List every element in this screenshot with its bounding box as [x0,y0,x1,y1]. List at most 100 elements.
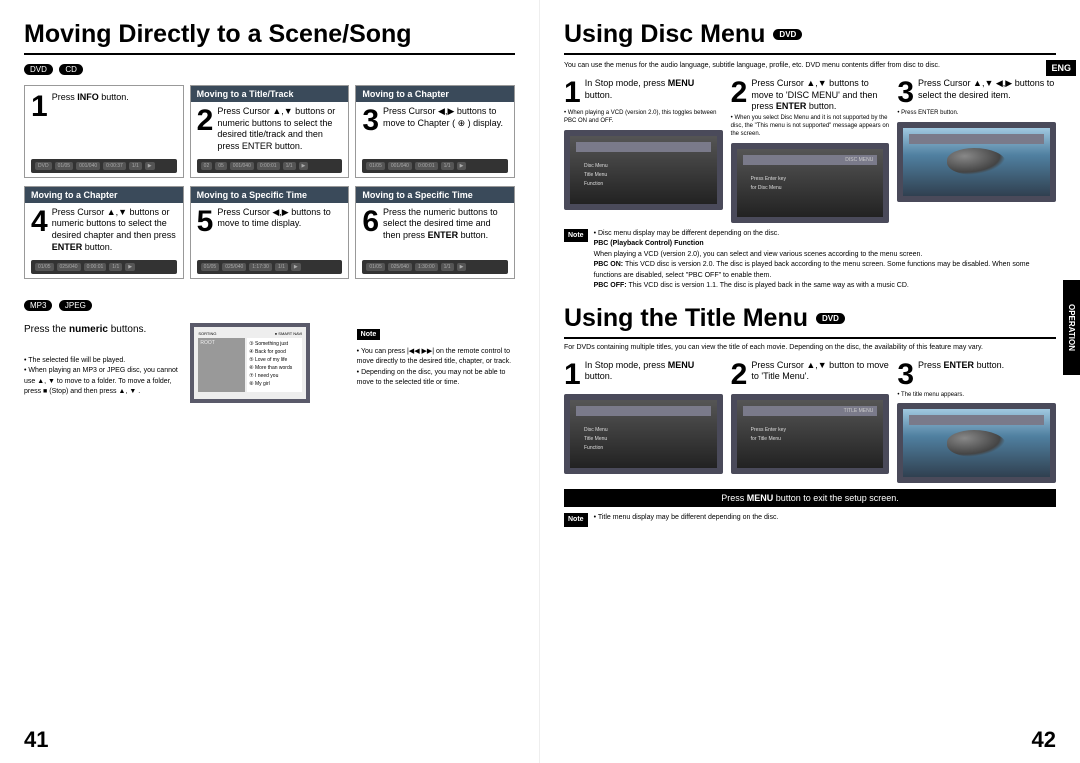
info-bar-5: 01/05025/0401:17:301/1▶ [197,260,343,274]
file-window-col: SORTING● SMART NAVI ROOT ③ Something jus… [190,323,348,403]
exit-instruction-bar: Press MENU button to exit the setup scre… [564,489,1056,507]
bottom-row: Press the numeric buttons. • The selecte… [24,323,515,403]
disc-screen-1: Disc MenuTitle MenuFunction [564,130,723,210]
title-note-text: • Title menu display may be different de… [594,513,779,524]
step-4-header: Moving to a Chapter [25,187,183,203]
title-step-1: 1 In Stop mode, press MENU button. Disc … [564,360,723,484]
disc-step-2: 2 Press Cursor ▲,▼ buttons to move to 'D… [731,78,890,222]
title-screen-1: Disc MenuTitle MenuFunction [564,394,723,474]
disc-step-2-text: Press Cursor ▲,▼ buttons to move to 'DIS… [751,78,889,113]
language-badge: ENG [1046,60,1076,76]
step-2-header: Moving to a Title/Track [191,86,349,102]
step-6: Moving to a Specific Time 6 Press the nu… [355,186,515,279]
disc-step-1-num: 1 [564,78,581,108]
badge-cd: CD [59,64,83,75]
disc-step-3-tiny: • Press ENTER button. [897,110,1056,118]
disc-step-2-num: 2 [731,78,748,108]
file-browser-window: SORTING● SMART NAVI ROOT ③ Something jus… [190,323,310,403]
note-item-1: • You can press |◀◀ ▶▶| on the remote co… [357,347,515,368]
disc-step-1-tiny: • When playing a VCD (version 2.0), this… [564,110,723,126]
step-1-text: Press INFO button. [52,92,177,104]
disc-menu-sub: You can use the menus for the audio lang… [564,61,1056,70]
disc-screen-3 [897,122,1056,202]
file-list-pane: ③ Something just ④ Back for good ⑤ Love … [247,338,302,392]
step-4-num: 4 [31,207,48,237]
disc-screen-2: DISC MENU Press Enter keyfor Disc Menu [731,143,890,223]
badge-jpeg: JPEG [59,300,92,311]
page-number-left: 41 [24,727,48,753]
step-1-num: 1 [31,92,48,122]
folder-pane: ROOT [198,338,245,392]
numeric-instruction: Press the numeric buttons. [24,323,182,336]
title-note-box: Note • Title menu display may be differe… [564,513,1056,527]
step-4-text: Press Cursor ▲,▼ buttons or numeric butt… [52,207,177,254]
info-bar-6: 01/05025/0401:30:001/1▶ [362,260,508,274]
info-bar-2: 0205001/0400:00:011/1▶ [197,159,343,173]
step-5-num: 5 [197,207,214,237]
step-3-num: 3 [362,106,379,136]
section-tab-operation: OPERATION [1063,280,1080,375]
disc-menu-title: Using Disc Menu DVD [564,20,1056,55]
numeric-note-2: • When playing an MP3 or JPEG disc, you … [24,366,182,398]
title-steps-row: 1 In Stop mode, press MENU button. Disc … [564,360,1056,484]
title-note-label: Note [564,513,588,527]
title-screen-2: TITLE MENU Press Enter keyfor Title Menu [731,394,890,474]
page-number-right: 42 [1032,727,1056,753]
title-step-3: 3 Press ENTER button. • The title menu a… [897,360,1056,484]
title-step-3-text: Press ENTER button. [918,360,1056,372]
step-3-text: Press Cursor ◀,▶ buttons to move to Chap… [383,106,508,129]
numeric-col: Press the numeric buttons. • The selecte… [24,323,182,403]
page-42: ENG OPERATION Using Disc Menu DVD You ca… [540,0,1080,763]
numeric-note-1: • The selected file will be played. [24,356,182,367]
step-3-header: Moving to a Chapter [356,86,514,102]
badge-mp3: MP3 [24,300,52,311]
step-2-num: 2 [197,106,214,136]
step-6-num: 6 [362,207,379,237]
disc-step-3-text: Press Cursor ▲,▼ ◀,▶ buttons to select t… [918,78,1056,101]
step-4: Moving to a Chapter 4 Press Cursor ▲,▼ b… [24,186,184,279]
title-step-1-num: 1 [564,360,581,390]
disc-note-box: Note • Disc menu display may be differen… [564,229,1056,292]
numeric-notes: • The selected file will be played. • Wh… [24,356,182,398]
step-5: Moving to a Specific Time 5 Press Cursor… [190,186,350,279]
title-menu-title: Using the Title Menu DVD [564,304,1056,339]
page-41: Moving Directly to a Scene/Song DVD CD 1… [0,0,540,763]
note-label: Note [357,329,381,340]
step-2-text: Press Cursor ▲,▼ buttons or numeric butt… [217,106,342,153]
title-menu-sub: For DVDs containing multiple titles, you… [564,343,1056,352]
title-step-1-text: In Stop mode, press MENU button. [585,360,723,383]
badge-dvd-2: DVD [773,29,802,40]
disc-note-content: • Disc menu display may be different dep… [594,229,1056,292]
note-col: Note • You can press |◀◀ ▶▶| on the remo… [357,323,515,403]
note-list: • You can press |◀◀ ▶▶| on the remote co… [357,347,515,389]
disc-steps-row: 1 In Stop mode, press MENU button. • Whe… [564,78,1056,222]
step-6-text: Press the numeric buttons to select the … [383,207,508,242]
title-step-2-text: Press Cursor ▲,▼ button to move to 'Titl… [751,360,889,383]
title-step-3-num: 3 [897,360,914,390]
disc-step-1: 1 In Stop mode, press MENU button. • Whe… [564,78,723,222]
info-bar-1: DVD01/05001/0400:00:371/1▶ [31,159,177,173]
info-bar-3: 01/05001/0400:00:011/1▶ [362,159,508,173]
step-5-text: Press Cursor ◀,▶ buttons to move to time… [217,207,342,230]
disc-note-label: Note [564,229,588,243]
note-item-2: • Depending on the disc, you may not be … [357,368,515,389]
disc-step-3-num: 3 [897,78,914,108]
disc-step-2-tiny: • When you select Disc Menu and it is no… [731,115,890,138]
steps-row-1: 1 Press INFO button. DVD01/05001/0400:00… [24,85,515,178]
step-3: Moving to a Chapter 3 Press Cursor ◀,▶ b… [355,85,515,178]
badges-row-2: MP3 JPEG [24,297,515,315]
badge-dvd-3: DVD [816,313,845,324]
steps-row-2: Moving to a Chapter 4 Press Cursor ▲,▼ b… [24,186,515,279]
badge-dvd: DVD [24,64,53,75]
step-1: 1 Press INFO button. DVD01/05001/0400:00… [24,85,184,178]
info-bar-4: 01/05025/0400:00:011/1▶ [31,260,177,274]
title-step-2-num: 2 [731,360,748,390]
step-6-header: Moving to a Specific Time [356,187,514,203]
badges-row-1: DVD CD [24,61,515,79]
left-title: Moving Directly to a Scene/Song [24,20,515,55]
title-step-3-tiny: • The title menu appears. [897,392,1056,400]
title-screen-3 [897,403,1056,483]
disc-step-3: 3 Press Cursor ▲,▼ ◀,▶ buttons to select… [897,78,1056,222]
title-step-2: 2 Press Cursor ▲,▼ button to move to 'Ti… [731,360,890,484]
disc-step-1-text: In Stop mode, press MENU button. [585,78,723,101]
